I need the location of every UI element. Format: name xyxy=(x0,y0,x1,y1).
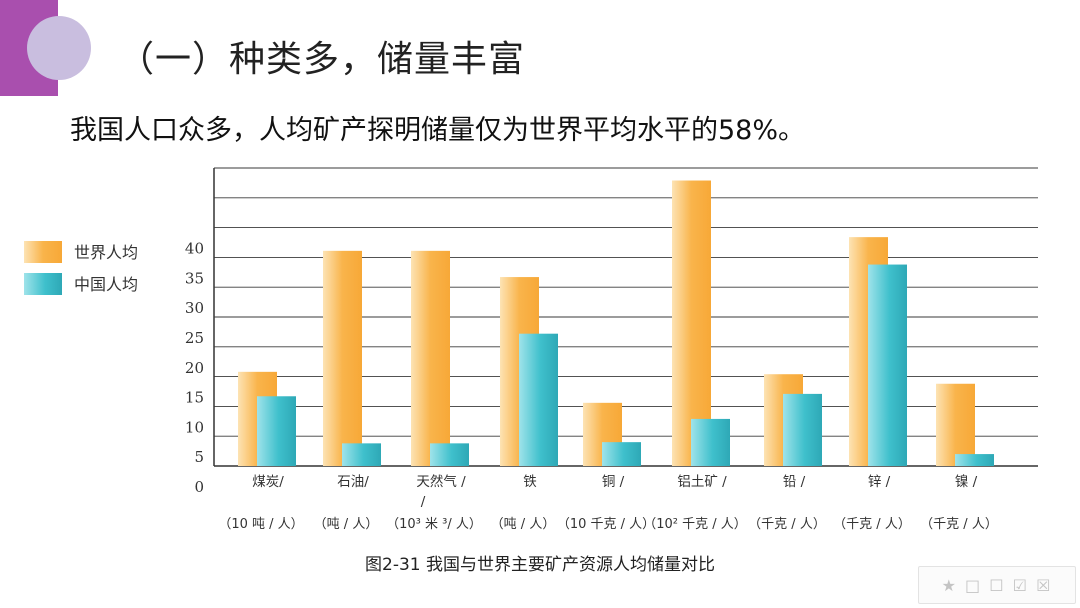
unit-label: （10 千克 / 人） xyxy=(557,517,655,532)
bar-china-2 xyxy=(430,443,469,466)
bar-world-8 xyxy=(936,383,975,466)
y-tick-label: 20 xyxy=(185,359,204,377)
unit-label: （10³ 米 ³/ 人） xyxy=(386,517,482,532)
bar-china-6 xyxy=(783,393,822,466)
category-label: 石油/ xyxy=(337,474,369,490)
y-tick-label: 15 xyxy=(185,389,204,407)
figure-caption: 图2-31 我国与世界主要矿产资源人均储量对比 xyxy=(365,555,715,575)
bar-china-4 xyxy=(602,442,641,466)
y-tick-label: 40 xyxy=(185,240,204,258)
legend-label: 中国人均 xyxy=(74,275,138,294)
legend-label: 世界人均 xyxy=(74,243,138,262)
legend-swatch-0 xyxy=(24,241,62,263)
bar-china-5 xyxy=(691,418,730,466)
slide-subtitle: 我国人口众多，人均矿产探明储量仅为世界平均水平的58%。 xyxy=(70,115,806,146)
bar-world-2 xyxy=(411,250,450,466)
bar-china-8 xyxy=(955,454,994,466)
slide-title: （一）种类多，储量丰富 xyxy=(118,39,526,80)
bar-china-1 xyxy=(342,443,381,466)
category-label-extra: / xyxy=(421,494,426,510)
category-label: 铁 xyxy=(523,474,537,490)
y-tick-label: 10 xyxy=(185,418,204,436)
y-tick-label: 30 xyxy=(185,299,204,317)
y-tick-label: 5 xyxy=(194,448,204,466)
y-tick-label: 25 xyxy=(185,329,204,347)
y-tick-label: 0 xyxy=(194,478,204,496)
corner-accent-circle xyxy=(27,16,91,80)
bar-china-3 xyxy=(519,333,558,466)
unit-label: （10 吨 / 人） xyxy=(218,517,303,532)
category-label: 镍 / xyxy=(955,474,978,490)
legend-swatch-1 xyxy=(24,273,62,295)
unit-label: （千克 / 人） xyxy=(920,517,998,532)
bar-china-7 xyxy=(868,264,907,466)
bar-chart: 0 5 10 15 20 25 30 35 40 煤炭/ （10 吨 / 人） 石油/ （吨 / 人） 天… xyxy=(24,167,1038,532)
unit-label: （吨 / 人） xyxy=(314,517,379,532)
category-label: 铝土矿 / xyxy=(677,474,727,490)
bar-china-0 xyxy=(257,396,296,466)
watermark-stamp: ★ □ ☐ ☑ ☒ xyxy=(918,566,1076,604)
bar-world-5 xyxy=(672,180,711,467)
y-tick-label: 35 xyxy=(185,269,204,287)
unit-label: （吨 / 人） xyxy=(491,517,556,532)
category-label: 煤炭/ xyxy=(252,474,284,490)
category-label: 锌 / xyxy=(868,474,891,490)
category-label: 铅 / xyxy=(783,474,806,490)
bar-world-1 xyxy=(323,250,362,466)
unit-label: （10² 千克 / 人） xyxy=(643,517,747,532)
unit-label: （千克 / 人） xyxy=(833,517,911,532)
category-label: 天然气 / xyxy=(416,473,466,490)
unit-label: （千克 / 人） xyxy=(748,517,826,532)
category-label: 铜 / xyxy=(602,474,625,490)
